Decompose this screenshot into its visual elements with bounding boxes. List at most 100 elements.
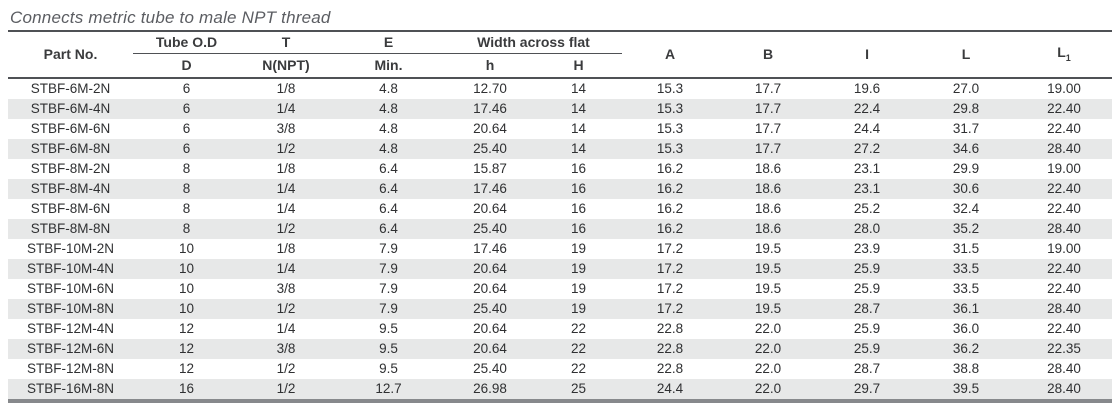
table-row: STBF-10M-2N 10 1/8 7.9 17.46 19 17.2 19.5 23.9 31…	[8, 239, 1113, 259]
value-cell: 38.8	[916, 359, 1017, 379]
part-no-cell: STBF-10M-4N	[8, 259, 133, 279]
value-cell: 25.2	[818, 199, 917, 219]
value-cell: 6	[133, 99, 240, 119]
value-cell: 22.8	[622, 359, 719, 379]
value-cell: 23.1	[818, 159, 917, 179]
value-cell: 6.4	[332, 199, 445, 219]
table-row: STBF-8M-2N 8 1/8 6.4 15.87 16 16.2 18.6 23.1 29.9…	[8, 159, 1113, 179]
value-cell: 16.2	[622, 179, 719, 199]
value-cell: 17.2	[622, 259, 719, 279]
value-cell: 6.4	[332, 159, 445, 179]
value-cell: 33.5	[916, 259, 1017, 279]
value-cell: 22.4	[818, 99, 917, 119]
value-cell: 31.5	[916, 239, 1017, 259]
value-cell: 16	[535, 199, 623, 219]
value-cell: 22	[535, 319, 623, 339]
col-header-width-across-flat: Width across flat	[445, 31, 623, 54]
value-cell: 15.87	[445, 159, 535, 179]
table-row: STBF-8M-4N 8 1/4 6.4 17.46 16 16.2 18.6 23.1 30.6…	[8, 179, 1113, 199]
table-row: STBF-10M-8N 10 1/2 7.9 25.40 19 17.2 19.5 28.7 36…	[8, 299, 1113, 319]
part-no-cell: STBF-6M-6N	[8, 119, 133, 139]
table-row: STBF-16M-8N 16 1/2 12.7 26.98 25 24.4 22.0 29.7 3…	[8, 379, 1113, 401]
table-body: STBF-6M-2N 6 1/8 4.8 12.70 14 15.3 17.7 19.6 27.0…	[8, 78, 1113, 401]
value-cell: 33.5	[916, 279, 1017, 299]
value-cell: 8	[133, 199, 240, 219]
value-cell: 12	[133, 359, 240, 379]
value-cell: 27.0	[916, 78, 1017, 99]
part-no-cell: STBF-6M-4N	[8, 99, 133, 119]
value-cell: 9.5	[332, 339, 445, 359]
value-cell: 30.6	[916, 179, 1017, 199]
value-cell: 6	[133, 139, 240, 159]
value-cell: 3/8	[240, 279, 332, 299]
value-cell: 19.00	[1016, 239, 1113, 259]
col-header-l1: L1	[1016, 31, 1113, 79]
value-cell: 1/2	[240, 299, 332, 319]
value-cell: 20.64	[445, 119, 535, 139]
value-cell: 22.40	[1016, 99, 1113, 119]
value-cell: 8	[133, 219, 240, 239]
value-cell: 17.7	[718, 139, 819, 159]
part-no-cell: STBF-6M-2N	[8, 78, 133, 99]
value-cell: 10	[133, 299, 240, 319]
value-cell: 31.7	[916, 119, 1017, 139]
value-cell: 17.46	[445, 239, 535, 259]
value-cell: 1/8	[240, 239, 332, 259]
value-cell: 23.1	[818, 179, 917, 199]
col-header-h-lower: h	[445, 53, 535, 79]
value-cell: 8	[133, 159, 240, 179]
value-cell: 32.4	[916, 199, 1017, 219]
value-cell: 1/4	[240, 199, 332, 219]
value-cell: 19	[535, 279, 623, 299]
header-group-row: Part No. Tube O.D T E Width across flat …	[8, 31, 1113, 79]
value-cell: 22.8	[622, 339, 719, 359]
value-cell: 15.3	[622, 99, 719, 119]
table-row: STBF-8M-8N 8 1/2 6.4 25.40 16 16.2 18.6 28.0 35.2…	[8, 219, 1113, 239]
value-cell: 22	[535, 359, 623, 379]
part-no-cell: STBF-12M-6N	[8, 339, 133, 359]
value-cell: 1/2	[240, 219, 332, 239]
value-cell: 26.98	[445, 379, 535, 401]
part-no-cell: STBF-8M-2N	[8, 159, 133, 179]
l1-base: L	[1057, 44, 1066, 61]
value-cell: 25.40	[445, 139, 535, 159]
col-header-part-no: Part No.	[8, 31, 133, 79]
header-sub-row: D N(NPT) Min. h H	[8, 53, 1112, 79]
value-cell: 20.64	[445, 279, 535, 299]
col-header-b: B	[718, 31, 819, 79]
value-cell: 6	[133, 119, 240, 139]
part-no-cell: STBF-10M-8N	[8, 299, 133, 319]
col-header-l: L	[916, 31, 1017, 79]
table-row: STBF-6M-4N 6 1/4 4.8 17.46 14 15.3 17.7 22.4 29.8…	[8, 99, 1113, 119]
value-cell: 22	[535, 339, 623, 359]
value-cell: 7.9	[332, 299, 445, 319]
value-cell: 12.7	[332, 379, 445, 401]
value-cell: 20.64	[445, 259, 535, 279]
page-title: Connects metric tube to male NPT thread	[10, 8, 331, 27]
l1-subscript: 1	[1065, 52, 1071, 63]
value-cell: 19.6	[818, 78, 917, 99]
part-no-cell: STBF-8M-4N	[8, 179, 133, 199]
value-cell: 1/8	[240, 78, 332, 99]
value-cell: 10	[133, 239, 240, 259]
value-cell: 25.9	[818, 259, 917, 279]
col-header-t: T	[240, 31, 332, 54]
value-cell: 12	[133, 339, 240, 359]
value-cell: 16.2	[622, 219, 719, 239]
part-no-cell: STBF-10M-6N	[8, 279, 133, 299]
value-cell: 28.40	[1016, 379, 1113, 401]
value-cell: 25.40	[445, 219, 535, 239]
col-header-d: D	[133, 53, 240, 79]
value-cell: 19.00	[1016, 159, 1113, 179]
col-header-h-upper: H	[535, 53, 623, 79]
value-cell: 22.0	[718, 319, 819, 339]
value-cell: 18.6	[718, 159, 819, 179]
col-header-tube-od: Tube O.D	[133, 31, 240, 54]
table-row: STBF-6M-8N 6 1/2 4.8 25.40 14 15.3 17.7 27.2 34.6…	[8, 139, 1113, 159]
value-cell: 24.4	[818, 119, 917, 139]
value-cell: 22.40	[1016, 279, 1113, 299]
table-row: STBF-12M-4N 12 1/4 9.5 20.64 22 22.8 22.0 25.9 36…	[8, 319, 1113, 339]
value-cell: 16	[535, 219, 623, 239]
value-cell: 28.40	[1016, 139, 1113, 159]
part-no-cell: STBF-16M-8N	[8, 379, 133, 401]
